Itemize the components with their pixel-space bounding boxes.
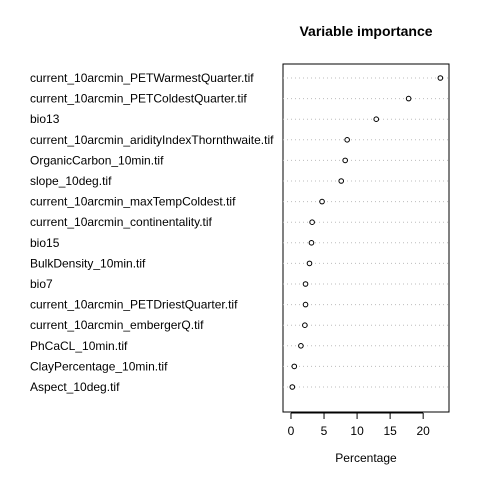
x-tick-label: 20 — [416, 424, 430, 438]
importance-point — [298, 343, 304, 349]
variable-label: PhCaCL_10min.tif — [30, 339, 128, 353]
variable-label: bio13 — [30, 112, 60, 126]
importance-point — [302, 301, 309, 308]
variable-label: BulkDensity_10min.tif — [30, 256, 146, 270]
variable-label: slope_10deg.tif — [30, 174, 112, 188]
x-tick-label: 10 — [350, 424, 364, 438]
importance-point — [306, 260, 313, 267]
variable-label: bio7 — [30, 277, 53, 291]
importance-point — [342, 157, 348, 164]
x-tick-label: 15 — [383, 424, 397, 438]
x-tick-label: 5 — [321, 424, 328, 438]
variable-label: current_10arcmin_embergerQ.tif — [30, 318, 204, 332]
importance-point — [338, 178, 345, 184]
importance-point — [308, 240, 315, 246]
importance-point — [373, 116, 380, 122]
importance-point — [289, 384, 296, 390]
variable-label: ClayPercentage_10min.tif — [30, 359, 168, 373]
variable-label: Aspect_10deg.tif — [30, 380, 120, 394]
importance-point — [319, 198, 325, 205]
variable-label: current_10arcmin_maxTempColdest.tif — [30, 195, 236, 209]
variable-label: current_10arcmin_PETDriestQuarter.tif — [30, 298, 238, 312]
x-axis-label: Percentage — [335, 451, 397, 465]
importance-point — [302, 322, 308, 329]
x-tick-label: 0 — [288, 424, 295, 438]
plot-area: current_10arcmin_PETWarmestQuarter.tifcu… — [30, 63, 450, 438]
variable-label: current_10arcmin_continentality.tif — [30, 215, 213, 229]
importance-point — [291, 363, 298, 370]
variable-label: bio15 — [30, 236, 60, 250]
variable-label: current_10arcmin_PETWarmestQuarter.tif — [30, 71, 254, 85]
variable-label: OrganicCarbon_10min.tif — [30, 153, 164, 167]
importance-point — [309, 219, 315, 225]
importance-point — [302, 281, 309, 287]
chart-title: Variable importance — [299, 23, 432, 39]
importance-point — [344, 137, 350, 143]
importance-point — [405, 95, 412, 102]
variable-label: current_10arcmin_PETColdestQuarter.tif — [30, 92, 247, 106]
plot-frame — [282, 63, 450, 413]
importance-point — [437, 75, 444, 81]
variable-label: current_10arcmin_aridityIndexThornthwait… — [30, 133, 274, 147]
